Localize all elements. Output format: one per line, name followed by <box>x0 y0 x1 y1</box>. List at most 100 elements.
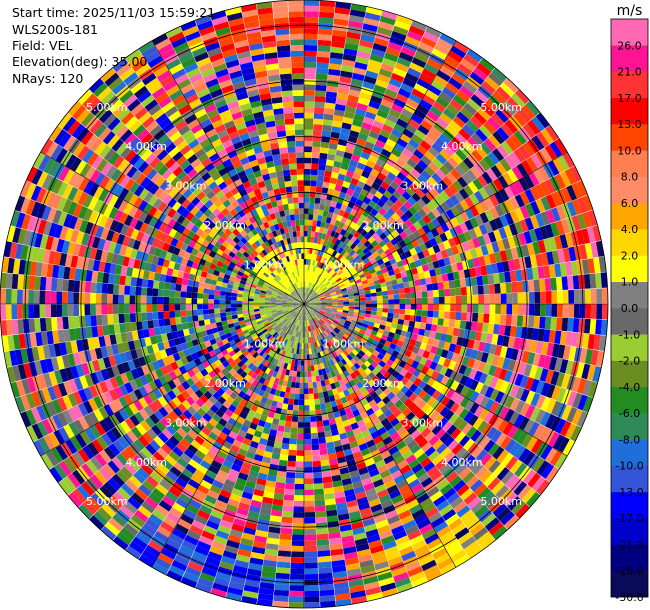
ppi-bin <box>380 194 389 204</box>
ppi-bin <box>566 406 578 423</box>
ppi-bin <box>400 82 414 94</box>
ppi-bin <box>319 310 325 314</box>
ppi-bin <box>475 145 488 159</box>
ppi-bin <box>147 279 154 289</box>
ppi-bin <box>203 288 210 294</box>
ppi-bin <box>551 250 560 264</box>
ppi-bin <box>453 40 470 54</box>
ppi-bin <box>0 288 6 304</box>
ppi-bin <box>310 180 317 187</box>
ppi-bin <box>409 247 418 256</box>
ppi-bin <box>543 265 551 279</box>
ppi-bin <box>482 322 489 333</box>
ppi-bin <box>359 309 366 314</box>
ppi-bin <box>339 228 347 236</box>
ppi-bin <box>519 219 529 233</box>
ppi-bin <box>288 449 297 456</box>
ppi-bin <box>579 244 588 260</box>
ppi-bin <box>283 500 294 507</box>
ppi-bin <box>319 0 336 8</box>
ppi-bin <box>409 215 418 225</box>
ppi-bin <box>425 89 439 101</box>
ppi-bin <box>366 105 379 115</box>
ppi-bin <box>291 551 304 558</box>
ppi-bin <box>129 313 136 323</box>
ppi-bin <box>495 108 509 123</box>
ppi-bin <box>353 67 367 76</box>
ppi-bin <box>304 337 307 344</box>
ppi-bin <box>158 281 165 290</box>
ppi-bin <box>314 203 320 210</box>
ppi-bin <box>305 275 307 282</box>
ppi-bin <box>277 465 287 472</box>
ppi-bin <box>436 70 451 82</box>
ppi-bin <box>342 308 349 311</box>
ppi-bin <box>525 100 540 116</box>
ppi-bin <box>334 238 341 246</box>
ppi-bin <box>359 291 366 296</box>
ppi-bin <box>225 291 232 297</box>
ppi-bin <box>197 314 204 321</box>
ppi-bin <box>315 301 321 303</box>
ppi-bin <box>304 500 315 507</box>
ppi-bin <box>379 277 386 284</box>
ppi-bin <box>406 30 423 42</box>
ppi-bin <box>290 381 296 388</box>
ppi-bin <box>320 285 326 290</box>
ppi-bin <box>346 315 353 320</box>
ppi-bin <box>398 195 408 205</box>
ppi-bin <box>382 304 389 309</box>
ppi-bin <box>281 516 293 524</box>
ppi-bin <box>433 296 440 304</box>
ppi-bin <box>474 266 482 277</box>
ppi-bin <box>358 156 368 165</box>
ppi-bin <box>412 327 420 335</box>
ppi-bin <box>291 421 298 428</box>
ppi-bin <box>440 222 450 233</box>
ppi-bin <box>320 454 329 461</box>
ppi-bin <box>493 324 500 335</box>
ppi-bin <box>437 258 446 268</box>
ppi-bin <box>368 228 376 237</box>
ppi-bin <box>518 232 527 246</box>
ppi-bin <box>390 237 399 246</box>
ppi-bin <box>310 283 315 289</box>
ppi-bin <box>454 164 466 177</box>
ppi-bin <box>304 112 314 119</box>
ppi-bin <box>554 235 563 250</box>
ppi-bin <box>388 269 395 276</box>
ppi-bin <box>528 279 535 292</box>
ppi-bin <box>290 562 304 569</box>
ppi-bin <box>307 365 312 372</box>
ppi-bin <box>107 283 114 294</box>
ppi-bin <box>382 57 397 68</box>
ppi-bin <box>185 304 192 311</box>
ppi-bin <box>335 277 342 283</box>
ppi-bin <box>335 268 342 274</box>
ppi-bin <box>355 108 367 117</box>
ppi-bin <box>317 51 331 58</box>
ppi-bin <box>559 171 572 187</box>
ppi-bin <box>424 63 439 75</box>
ppi-bin <box>391 221 401 230</box>
ppi-bin <box>354 301 361 304</box>
ppi-bin <box>307 295 312 300</box>
ppi-bin <box>530 215 540 229</box>
ppi-bin <box>119 323 127 334</box>
ppi-bin <box>486 243 495 255</box>
ppi-bin <box>439 232 448 242</box>
ppi-bin <box>363 116 375 126</box>
ppi-bin <box>449 194 460 206</box>
ppi-bin <box>309 298 315 302</box>
ppi-bin <box>298 416 304 423</box>
ppi-bin <box>325 296 332 300</box>
ppi-bin <box>28 304 35 319</box>
ppi-bin <box>411 88 425 99</box>
ppi-bins <box>0 0 608 608</box>
ppi-bin <box>304 264 306 271</box>
ppi-bin <box>368 321 375 327</box>
ppi-bin <box>374 212 383 221</box>
ppi-bin <box>384 88 398 99</box>
ppi-bin <box>416 309 423 317</box>
ppi-bin <box>325 311 331 314</box>
